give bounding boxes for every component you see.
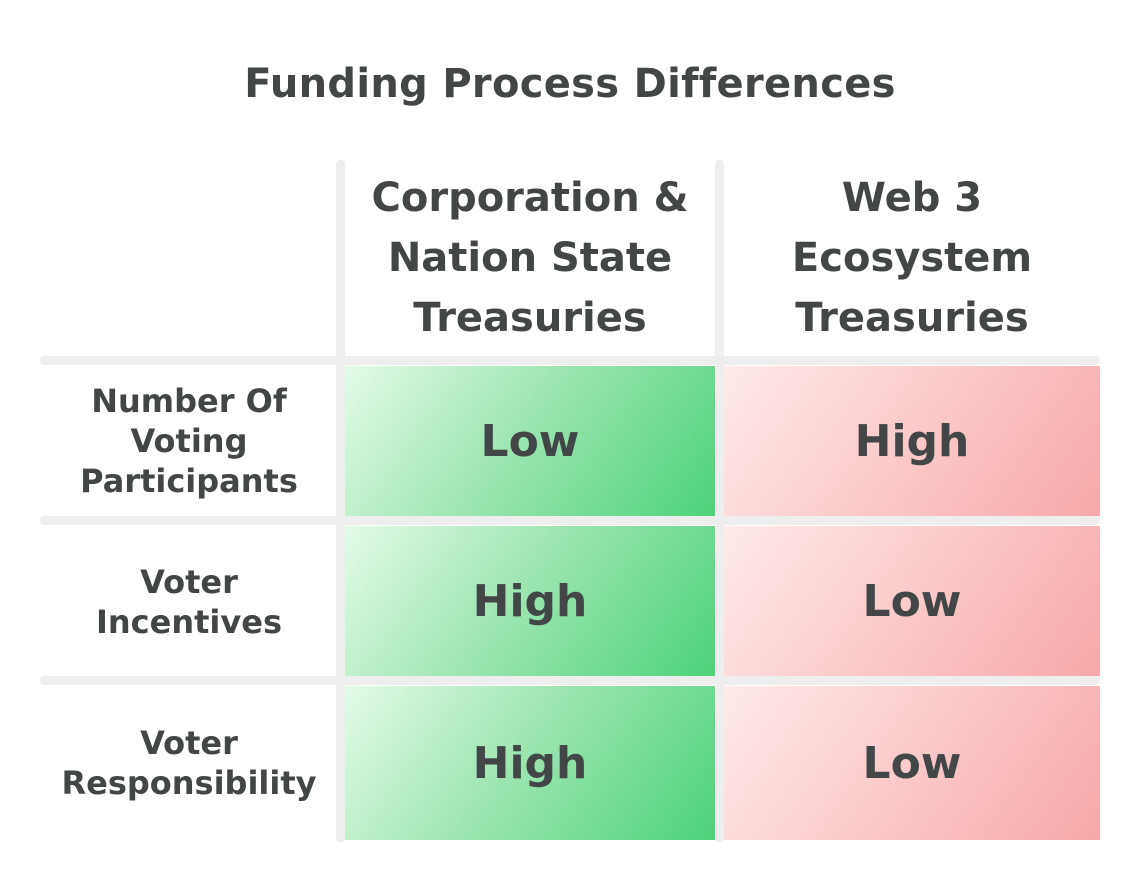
grid-divider-horizontal-3 [40,676,1100,685]
cell-voter-incentives-corporation: High [345,526,715,676]
cell-voter-incentives-web3: Low [724,526,1100,676]
column-header-corporation-nation-state: Corporation & Nation State Treasuries [371,175,689,341]
row-header-number-of-voting-participants: Number Of Voting Participants [80,382,298,500]
row-header-voter-incentives: Voter Incentives [95,562,282,641]
grid-divider-horizontal-2 [40,516,1100,525]
column-header-web3-ecosystem: Web 3 Ecosystem Treasuries [791,175,1033,341]
cell-voting-participants-corporation: Low [345,366,715,516]
grid-divider-horizontal-1 [40,356,1100,365]
grid-divider-vertical-2 [715,160,724,842]
cell-voting-participants-web3: High [724,366,1100,516]
diagram-title: Funding Process Differences [244,61,896,107]
cell-voter-responsibility-web3: Low [724,686,1100,840]
grid-divider-vertical-1 [336,160,345,842]
cell-voter-responsibility-corporation: High [345,686,715,840]
row-header-voter-responsibility: Voter Responsibility [61,724,317,802]
